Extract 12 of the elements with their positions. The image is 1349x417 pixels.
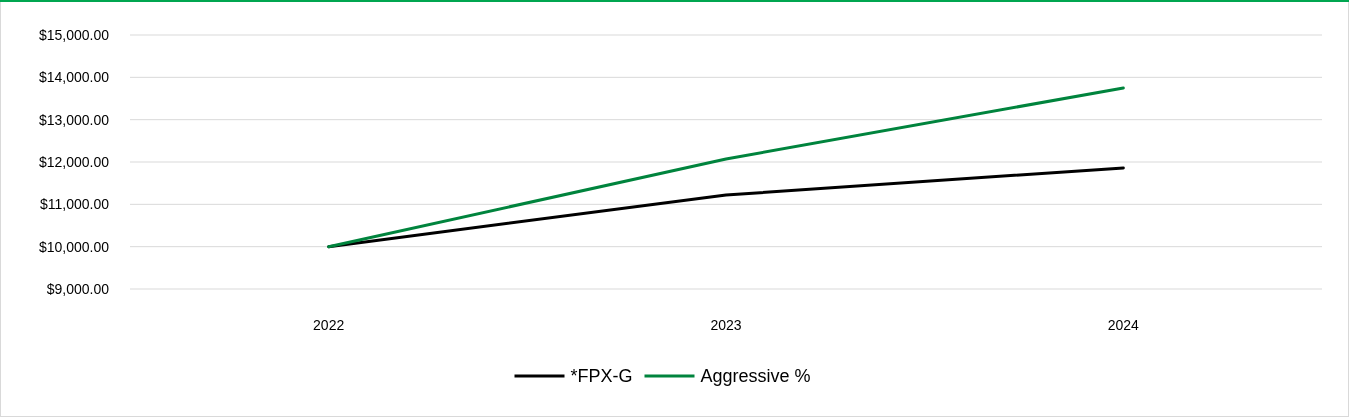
- y-tick-label: $11,000.00: [39, 196, 110, 213]
- x-tick-label: 2022: [313, 317, 345, 333]
- y-tick-label: $13,000.00: [38, 111, 110, 128]
- legend-label: Aggressive %: [700, 366, 811, 387]
- x-tick-label: 2024: [1107, 317, 1140, 333]
- y-tick-label: $10,000.00: [38, 238, 110, 255]
- x-tick-label: 2023: [710, 317, 742, 333]
- y-tick-label: $12,000.00: [38, 153, 110, 170]
- y-tick-label: $15,000.00: [38, 26, 110, 43]
- y-tick-label: $14,000.00: [38, 69, 110, 86]
- legend-label: *FPX-G: [570, 366, 633, 387]
- y-tick-label: $9,000.00: [46, 280, 110, 297]
